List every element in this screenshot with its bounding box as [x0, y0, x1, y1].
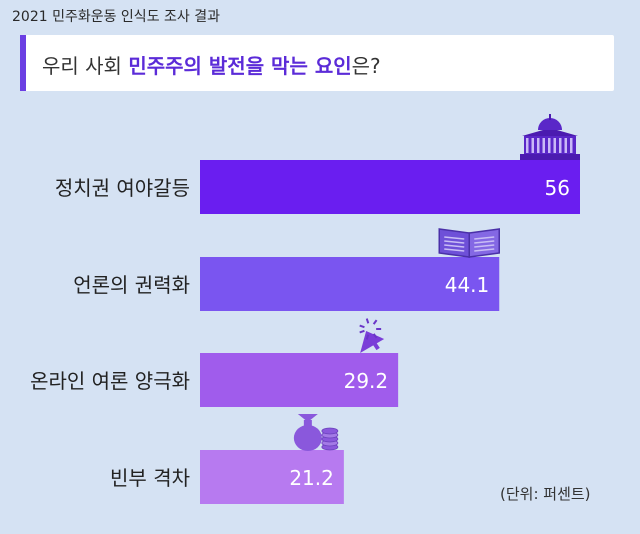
unit-label: (단위: 퍼센트) — [500, 485, 591, 503]
question-accent-bar — [20, 35, 26, 91]
header: 2021 민주화운동 인식도 조사 결과 우리 사회 민주주의 발전을 막는 요… — [0, 0, 640, 95]
value-label: 44.1 — [445, 273, 490, 297]
question-suffix: 은? — [351, 54, 381, 78]
money-bag-icon — [293, 414, 339, 451]
newspaper-icon — [438, 228, 500, 258]
question-text: 우리 사회 민주주의 발전을 막는 요인은? — [42, 50, 381, 79]
value-label: 21.2 — [289, 466, 334, 490]
question-box: 우리 사회 민주주의 발전을 막는 요인은? — [20, 35, 614, 91]
category-label: 정치권 여야갈등 — [55, 176, 190, 200]
category-label: 빈부 격차 — [110, 466, 190, 490]
category-label: 언론의 권력화 — [73, 273, 190, 297]
survey-title: 2021 민주화운동 인식도 조사 결과 — [12, 9, 220, 25]
bar — [200, 160, 580, 214]
value-label: 56 — [545, 176, 570, 200]
bar-chart: 정치권 여야갈등 56 언론의 권력화 44.1 온라인 여론 양극화 29.2 빈부 격차… — [30, 114, 580, 504]
question-highlight: 민주주의 발전을 막는 요인 — [128, 54, 352, 78]
value-label: 29.2 — [344, 369, 389, 393]
bar — [200, 353, 399, 407]
parliament-icon — [520, 114, 580, 160]
cursor-icon — [359, 318, 385, 353]
bar — [200, 257, 500, 311]
category-label: 온라인 여론 양극화 — [30, 369, 190, 393]
bar — [200, 450, 344, 504]
question-prefix: 우리 사회 — [42, 54, 129, 78]
